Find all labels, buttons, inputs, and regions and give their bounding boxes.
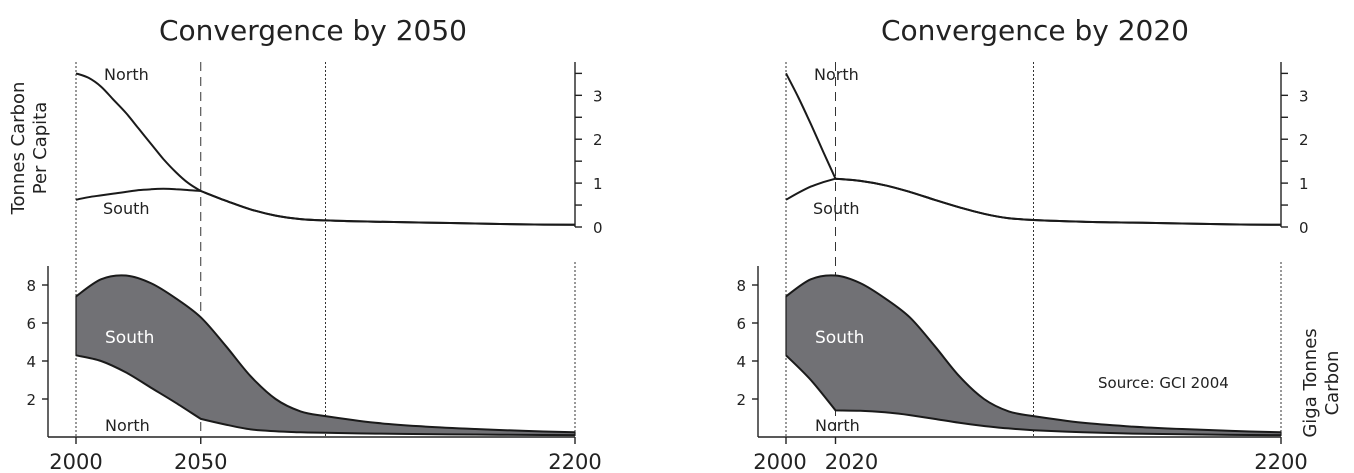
per-capita-tick-label: 0	[1299, 219, 1309, 237]
per-capita-tick-label: 3	[593, 87, 603, 105]
total-emissions-line	[75, 274, 576, 434]
per-capita-south-line	[785, 177, 1282, 226]
north-emissions-line	[75, 354, 576, 437]
bottom-north-label: North	[105, 416, 150, 435]
per-capita-tick-label: 0	[593, 219, 603, 237]
bottom-south-label: South	[105, 328, 154, 348]
per-capita-tick-label: 3	[1299, 87, 1309, 105]
per-capita-tick-label: 2	[1299, 131, 1309, 149]
emissions-tick-label: 8	[736, 277, 746, 295]
x-tick-label: 2200	[1254, 450, 1307, 473]
bottom-north-label: North	[815, 416, 860, 435]
x-tick-label: 2000	[49, 450, 102, 473]
y-axis-label-line-2: Carbon	[1322, 351, 1343, 416]
emissions-tick-label: 2	[26, 391, 36, 409]
y-axis-label-line-2: Per Capita	[30, 102, 51, 195]
x-tick-label: 2200	[548, 450, 601, 473]
y-axis-label-line-1: Giga Tonnes	[1300, 328, 1321, 437]
top-south-label: South	[813, 199, 860, 218]
emissions-tick-label: 2	[736, 391, 746, 409]
top-north-label: North	[104, 65, 149, 84]
chart-title: Convergence by 2050	[159, 14, 467, 47]
top-north-label: North	[814, 65, 859, 84]
y-axis-label-line-1: Tonnes Carbon	[8, 82, 29, 216]
total-emissions-line	[785, 274, 1282, 434]
emissions-tick-label: 6	[736, 315, 746, 333]
bottom-south-label: South	[815, 328, 864, 348]
emissions-tick-label: 4	[736, 353, 746, 371]
source-note: Source: GCI 2004	[1098, 374, 1229, 392]
chart-title: Convergence by 2020	[881, 14, 1189, 47]
emissions-tick-label: 4	[26, 353, 36, 371]
panel-convergence-2020: Convergence by 2020 Giga Tonnes Carbon S…	[736, 14, 1343, 473]
panel-convergence-2050: Convergence by 2050 Tonnes Carbon Per Ca…	[8, 14, 603, 473]
x-tick-label: 2000	[753, 450, 806, 473]
per-capita-tick-label: 1	[1299, 175, 1309, 193]
per-capita-south-line	[75, 187, 576, 226]
x-tick-label: 2050	[174, 450, 227, 473]
top-south-label: South	[103, 199, 150, 218]
emissions-tick-label: 8	[26, 277, 36, 295]
x-tick-label: 2020	[825, 450, 878, 473]
north-emissions-line	[785, 354, 1282, 437]
per-capita-tick-label: 2	[593, 131, 603, 149]
emissions-tick-label: 6	[26, 315, 36, 333]
per-capita-tick-label: 1	[593, 175, 603, 193]
